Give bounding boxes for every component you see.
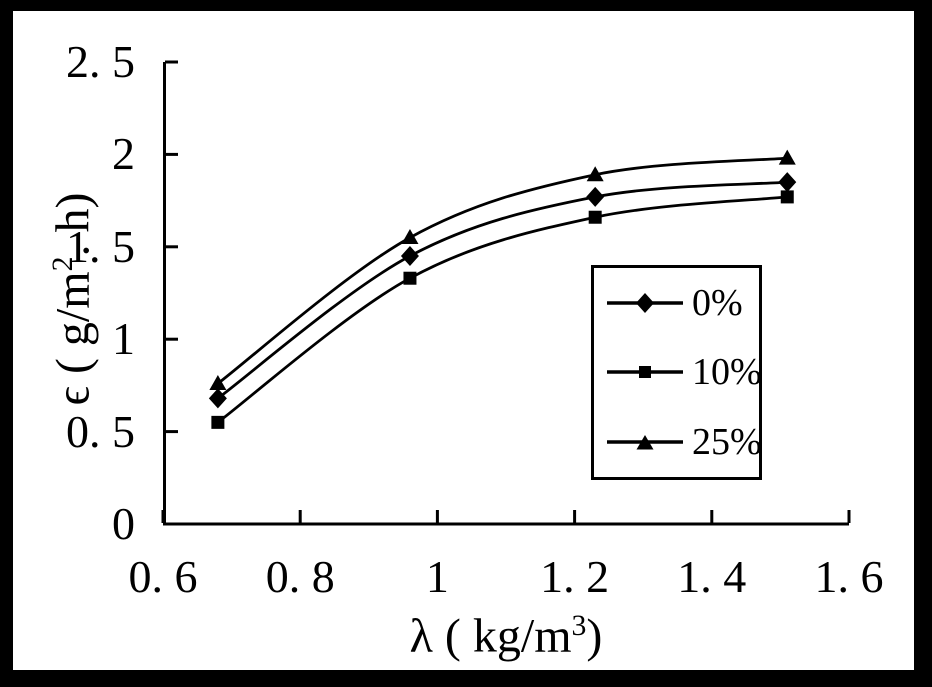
y-tick-label: 0	[112, 498, 135, 549]
y-tick-label: 1. 5	[66, 220, 135, 272]
marker-triangle	[586, 166, 604, 182]
marker-triangle	[209, 375, 227, 391]
triangle-marker-icon	[607, 435, 683, 450]
marker-triangle	[401, 229, 419, 245]
x-axis-title: λ ( kg/m3)	[410, 609, 603, 664]
marker-square	[588, 210, 602, 224]
y-tick-label: 2. 5	[66, 36, 135, 87]
diamond-marker-icon	[607, 292, 683, 313]
series-line-25pct	[217, 156, 788, 385]
legend-label: 10%	[692, 351, 762, 394]
y-axis-title-suffix: . h)	[46, 192, 100, 257]
legend-label: 25%	[692, 421, 762, 464]
x-tick-label: 1. 2	[540, 551, 610, 602]
marker-square	[780, 190, 794, 204]
legend-label: 0%	[692, 281, 743, 324]
y-tick-label: 0. 5	[66, 405, 135, 457]
legend-item-10pct: 10%	[605, 345, 762, 399]
x-tick-label: 0. 8	[265, 551, 335, 602]
x-tick-label: 1. 6	[814, 551, 884, 602]
x-axis-title-suffix: )	[586, 609, 603, 663]
x-axis-title-text: λ ( kg/m	[409, 609, 572, 663]
legend: 0% 10% 25%	[591, 265, 762, 480]
marker-diamond	[208, 388, 227, 409]
marker-triangle	[778, 149, 796, 165]
square-marker-icon	[607, 366, 683, 379]
x-axis-title-superscript: 3	[571, 609, 587, 643]
marker-diamond	[400, 246, 419, 267]
y-tick-label: 2	[112, 128, 135, 180]
axes	[163, 62, 849, 526]
legend-item-25pct: 25%	[605, 415, 762, 469]
marker-square	[211, 415, 225, 429]
x-tick-label: 1. 4	[677, 551, 747, 602]
series-line-10pct	[217, 195, 788, 424]
marker-diamond	[586, 186, 605, 207]
x-tick-label: 0. 6	[128, 551, 198, 602]
marker-square	[403, 271, 417, 285]
series-line-0pct	[217, 180, 788, 400]
y-axis-title-text: ϵ ( g/m	[46, 271, 100, 406]
legend-item-0pct: 0%	[605, 276, 759, 330]
y-axis-title: ϵ ( g/m2. h)	[46, 193, 101, 406]
marker-diamond	[778, 172, 797, 193]
y-tick-label: 1	[112, 313, 135, 365]
y-axis-title-superscript: 2	[46, 256, 80, 272]
x-tick-label: 1	[425, 551, 449, 602]
